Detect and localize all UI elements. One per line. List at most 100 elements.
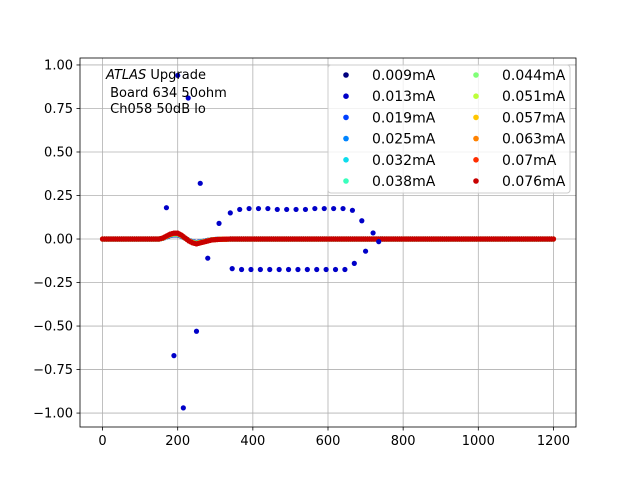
data-point bbox=[237, 206, 243, 213]
legend-marker bbox=[343, 114, 349, 121]
legend-item: 0.013mA bbox=[343, 89, 436, 105]
y-tick-label: −0.75 bbox=[33, 363, 73, 378]
legend-label: 0.07mA bbox=[502, 153, 557, 169]
legend-box bbox=[327, 64, 571, 194]
legend-item: 0.07mA bbox=[473, 153, 557, 169]
data-point bbox=[216, 220, 222, 226]
legend-label: 0.019mA bbox=[372, 110, 436, 126]
data-points bbox=[99, 72, 557, 411]
legend-item: 0.038mA bbox=[343, 174, 436, 190]
legend-label: 0.025mA bbox=[372, 132, 436, 148]
x-tick-label: 200 bbox=[165, 434, 190, 449]
annotation-line-2: Board 634 50ohm bbox=[106, 86, 227, 101]
legend-label: 0.009mA bbox=[372, 68, 436, 84]
data-point bbox=[293, 206, 299, 213]
legend-marker bbox=[343, 178, 349, 184]
x-tick-label: 600 bbox=[316, 434, 341, 449]
legend-item: 0.032mA bbox=[343, 153, 436, 169]
legend-label: 0.044mA bbox=[502, 68, 566, 84]
x-tick-label: 400 bbox=[240, 434, 265, 449]
series-0.076mA bbox=[99, 230, 557, 247]
annotation-atlas: ATLAS bbox=[105, 68, 146, 83]
data-point bbox=[359, 218, 365, 224]
data-point bbox=[340, 205, 346, 212]
legend-marker bbox=[473, 178, 479, 184]
data-point bbox=[314, 266, 320, 273]
plot-border bbox=[79, 57, 577, 428]
plot-frame bbox=[79, 57, 577, 428]
data-point bbox=[193, 328, 200, 334]
data-point bbox=[197, 180, 203, 186]
data-point bbox=[255, 205, 262, 212]
legend-marker bbox=[343, 135, 349, 142]
data-point bbox=[171, 353, 177, 359]
legend-marker bbox=[473, 72, 479, 78]
y-tick-label: 0.25 bbox=[44, 189, 73, 204]
data-point bbox=[351, 260, 357, 266]
data-point bbox=[304, 266, 310, 273]
legend-label: 0.013mA bbox=[372, 89, 436, 105]
data-point bbox=[229, 266, 235, 272]
y-tick-label: 0.00 bbox=[44, 233, 73, 248]
legend-label: 0.063mA bbox=[502, 132, 566, 148]
legend-item: 0.025mA bbox=[343, 132, 436, 148]
data-point bbox=[312, 205, 318, 212]
legend-marker bbox=[343, 157, 349, 163]
y-tick-label: 0.50 bbox=[44, 145, 73, 160]
y-tick-label: 1.00 bbox=[44, 58, 73, 73]
data-point bbox=[185, 95, 191, 101]
x-tick-label: 0 bbox=[98, 434, 106, 449]
x-tick-label: 800 bbox=[391, 434, 416, 449]
data-point bbox=[267, 266, 273, 273]
data-point bbox=[285, 266, 292, 273]
legend-label: 0.076mA bbox=[502, 174, 566, 190]
y-tick-label: −0.50 bbox=[33, 320, 73, 335]
data-point bbox=[180, 405, 186, 411]
data-point bbox=[163, 205, 170, 211]
data-point bbox=[175, 72, 181, 79]
data-point bbox=[274, 206, 280, 213]
y-tick-label: 0.75 bbox=[44, 102, 73, 117]
legend-label: 0.051mA bbox=[502, 89, 566, 105]
legend-item: 0.019mA bbox=[343, 110, 436, 126]
y-tick-label: −0.25 bbox=[33, 276, 73, 291]
y-tick-label: −1.00 bbox=[33, 407, 73, 422]
axes: 0 200 400 600 800 1000 1200 −1.00 −0.75 −0.50 −0.2… bbox=[33, 58, 570, 449]
legend-marker bbox=[473, 157, 479, 163]
annotation-line-1: ATLAS Upgrade bbox=[105, 68, 206, 83]
data-point bbox=[248, 266, 254, 273]
data-point bbox=[321, 205, 327, 212]
series-0.013mA-excursions bbox=[163, 72, 382, 411]
legend-item: 0.057mA bbox=[473, 110, 566, 126]
data-point bbox=[332, 266, 339, 273]
data-point bbox=[370, 230, 376, 236]
legend-marker bbox=[343, 72, 349, 78]
legend-marker bbox=[343, 93, 349, 99]
data-point bbox=[295, 266, 301, 273]
data-point bbox=[238, 266, 245, 273]
data-point bbox=[257, 266, 263, 273]
data-point bbox=[276, 266, 282, 273]
legend-marker bbox=[473, 93, 479, 99]
chart-annotation: ATLAS Upgrade Board 634 50ohm Ch058 50dB… bbox=[105, 68, 227, 117]
data-point bbox=[227, 210, 233, 216]
data-point bbox=[376, 239, 382, 245]
data-point bbox=[205, 255, 211, 261]
legend-item: 0.044mA bbox=[473, 68, 566, 84]
data-point bbox=[342, 266, 348, 273]
data-point bbox=[550, 236, 557, 242]
x-tick-label: 1000 bbox=[462, 434, 495, 449]
legend-item: 0.063mA bbox=[473, 132, 566, 148]
data-point bbox=[302, 206, 309, 213]
legend-item: 0.009mA bbox=[343, 68, 436, 84]
data-point bbox=[349, 207, 356, 213]
annotation-line-3: Ch058 50dB lo bbox=[106, 102, 206, 117]
legend: 0.009mA 0.013mA 0.019mA 0.025mA 0.032mA 0.038… bbox=[327, 64, 571, 194]
legend-item: 0.076mA bbox=[473, 174, 566, 190]
legend-marker bbox=[473, 135, 479, 142]
legend-label: 0.032mA bbox=[372, 153, 436, 169]
x-tick-label: 1200 bbox=[537, 434, 570, 449]
legend-label: 0.038mA bbox=[372, 174, 436, 190]
legend-item: 0.051mA bbox=[473, 89, 566, 105]
